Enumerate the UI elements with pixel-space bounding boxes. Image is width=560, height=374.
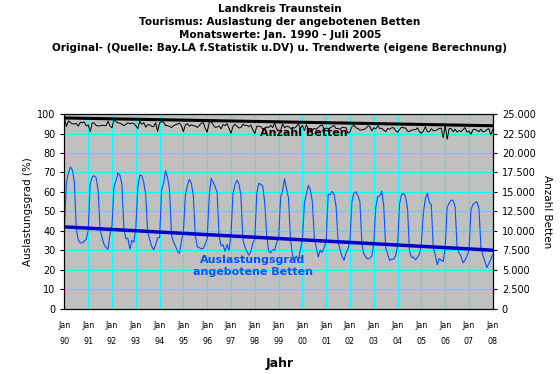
Text: Jan: Jan (106, 321, 118, 330)
Text: 06: 06 (440, 337, 450, 346)
Text: 04: 04 (393, 337, 403, 346)
Text: Jan: Jan (178, 321, 189, 330)
Text: Jan: Jan (130, 321, 142, 330)
Text: Auslastungsgrad
angebotene Betten: Auslastungsgrad angebotene Betten (193, 255, 313, 276)
Text: 97: 97 (226, 337, 236, 346)
Text: 93: 93 (130, 337, 141, 346)
Text: 90: 90 (59, 337, 69, 346)
Text: Jan: Jan (439, 321, 451, 330)
Text: Jan: Jan (249, 321, 261, 330)
Text: 02: 02 (345, 337, 355, 346)
Text: Jan: Jan (273, 321, 284, 330)
Text: Jan: Jan (344, 321, 356, 330)
Text: 94: 94 (155, 337, 165, 346)
Text: Jan: Jan (201, 321, 213, 330)
Text: Jan: Jan (296, 321, 309, 330)
Text: 95: 95 (178, 337, 189, 346)
Text: Jan: Jan (225, 321, 237, 330)
Y-axis label: Auslastungsgrad (%): Auslastungsgrad (%) (23, 157, 33, 266)
Text: Jan: Jan (320, 321, 332, 330)
Text: 92: 92 (107, 337, 117, 346)
Text: 05: 05 (416, 337, 427, 346)
Text: Jan: Jan (58, 321, 71, 330)
Text: 08: 08 (488, 337, 498, 346)
Text: Jan: Jan (487, 321, 499, 330)
Text: Jahr: Jahr (266, 357, 294, 370)
Text: Anzahl Betten: Anzahl Betten (260, 128, 348, 138)
Text: Jan: Jan (153, 321, 166, 330)
Y-axis label: Anzahl Betten: Anzahl Betten (543, 175, 553, 248)
Text: Jan: Jan (463, 321, 475, 330)
Text: 07: 07 (464, 337, 474, 346)
Text: Jan: Jan (391, 321, 404, 330)
Text: 99: 99 (273, 337, 284, 346)
Text: 01: 01 (321, 337, 331, 346)
Text: 98: 98 (250, 337, 260, 346)
Text: 03: 03 (369, 337, 379, 346)
Text: 91: 91 (83, 337, 94, 346)
Text: Jan: Jan (368, 321, 380, 330)
Text: Jan: Jan (82, 321, 94, 330)
Text: Landkreis Traunstein
Tourismus: Auslastung der angebotenen Betten
Monatswerte: J: Landkreis Traunstein Tourismus: Auslastu… (53, 4, 507, 53)
Text: 96: 96 (202, 337, 212, 346)
Text: Jan: Jan (416, 321, 427, 330)
Text: 00: 00 (297, 337, 307, 346)
